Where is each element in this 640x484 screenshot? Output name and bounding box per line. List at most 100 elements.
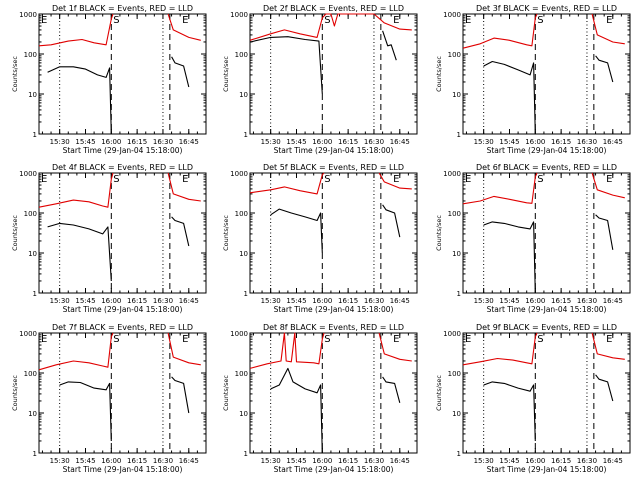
y-tick-label: 100 [448,370,461,378]
y-tick-label: 100 [448,51,461,59]
x-tick-label: 16:45 [179,138,199,146]
x-tick-label: 16:45 [390,457,410,465]
events-rate-curve [483,381,536,442]
marker-label: E [393,15,399,26]
x-tick-label: 15:45 [499,138,519,146]
y-tick-label: 1000 [443,170,461,178]
x-tick-label: 16:15 [127,297,147,305]
lld-rate-curve [38,332,114,371]
x-axis-label: Start Time (29-Jan-04 15:18:00) [274,305,394,314]
lld-rate-curve [249,332,325,369]
plot-frame [249,13,418,135]
y-tick-label: 100 [235,370,248,378]
x-axis-label: Start Time (29-Jan-04 15:18:00) [63,146,183,155]
marker-label: E [393,334,399,345]
x-tick-label: 16:45 [603,457,623,465]
panel-title: Det 6f BLACK = Events, RED = LLD [476,163,617,172]
x-tick-label: 16:00 [525,297,545,305]
lld-rate-curve [591,172,625,199]
events-rate-curve [595,214,614,250]
lld-rate-curve [249,172,325,195]
y-tick-label: 10 [452,250,461,258]
x-tick-label: 15:45 [286,297,306,305]
x-tick-label: 15:45 [499,457,519,465]
x-tick-label: 15:30 [261,457,281,465]
x-tick-label: 15:30 [50,457,70,465]
y-tick-label: 1 [244,450,248,458]
y-tick-label: 10 [239,250,248,258]
marker-label: S [537,334,543,345]
marker-label: E [465,334,471,345]
y-tick-label: 10 [28,410,37,418]
events-rate-curve [47,66,112,135]
x-tick-label: 16:15 [551,138,571,146]
plot-frame [38,332,207,454]
y-tick-label: 1 [457,131,461,139]
x-axis-label: Start Time (29-Jan-04 15:18:00) [487,465,607,474]
events-rate-curve [595,374,614,402]
x-tick-label: 16:45 [390,138,410,146]
x-tick-label: 16:15 [127,138,147,146]
lld-rate-curve [167,172,201,202]
x-tick-label: 16:30 [364,138,384,146]
marker-label: S [113,334,119,345]
events-rate-curve [382,204,401,238]
y-tick-label: 1 [33,450,37,458]
x-tick-label: 16:15 [338,297,358,305]
x-tick-label: 15:45 [286,138,306,146]
events-rate-curve [171,216,190,247]
y-tick-label: 1000 [230,11,248,19]
y-axis-label: Counts/sec [11,56,19,92]
x-tick-label: 15:45 [75,138,95,146]
events-rate-curve [59,381,112,442]
y-tick-label: 1000 [19,330,37,338]
y-axis-label: Counts/sec [222,56,230,92]
marker-label: E [606,334,612,345]
x-tick-label: 16:45 [390,297,410,305]
x-tick-label: 16:00 [101,138,121,146]
events-rate-curve [270,208,323,254]
x-tick-label: 15:30 [474,297,494,305]
y-tick-label: 100 [235,210,248,218]
panel-title: Det 8f BLACK = Events, RED = LLD [263,323,404,332]
y-tick-label: 10 [452,410,461,418]
x-axis-label: Start Time (29-Jan-04 15:18:00) [487,146,607,155]
plot-frame [462,332,631,454]
x-tick-label: 16:30 [364,297,384,305]
panel-det-7: Det 7f BLACK = Events, RED = LLD 1 10 100 10… [11,323,207,474]
marker-label: E [41,334,47,345]
y-axis-label: Counts/sec [435,56,443,92]
marker-label: S [324,334,330,345]
marker-label: S [324,174,330,185]
marker-label: E [393,174,399,185]
x-tick-label: 16:00 [312,297,332,305]
marker-label: S [113,174,119,185]
panel-det-2: Det 2f BLACK = Events, RED = LLD 1 10 100 10… [222,4,418,155]
events-rate-curve [382,376,401,403]
x-tick-label: 16:00 [525,138,545,146]
x-tick-label: 16:30 [577,457,597,465]
x-tick-label: 16:15 [551,457,571,465]
y-axis-label: Counts/sec [435,215,443,251]
marker-label: E [182,15,188,26]
marker-label: S [113,15,119,26]
events-rate-curve [483,221,536,294]
lld-rate-curve [462,13,538,49]
marker-label: E [465,174,471,185]
x-tick-label: 15:30 [474,457,494,465]
x-tick-label: 16:30 [153,138,173,146]
panel-det-4: Det 4f BLACK = Events, RED = LLD 1 10 100 10… [11,163,207,314]
y-tick-label: 10 [28,91,37,99]
lld-rate-curve [378,332,412,362]
events-rate-curve [249,36,323,95]
events-rate-curve [483,60,536,135]
lld-rate-curve [249,13,412,41]
lld-rate-curve [591,332,625,360]
x-tick-label: 16:00 [101,297,121,305]
marker-label: S [537,174,543,185]
y-tick-label: 1 [33,290,37,298]
x-tick-label: 15:45 [286,457,306,465]
x-tick-label: 16:45 [179,297,199,305]
